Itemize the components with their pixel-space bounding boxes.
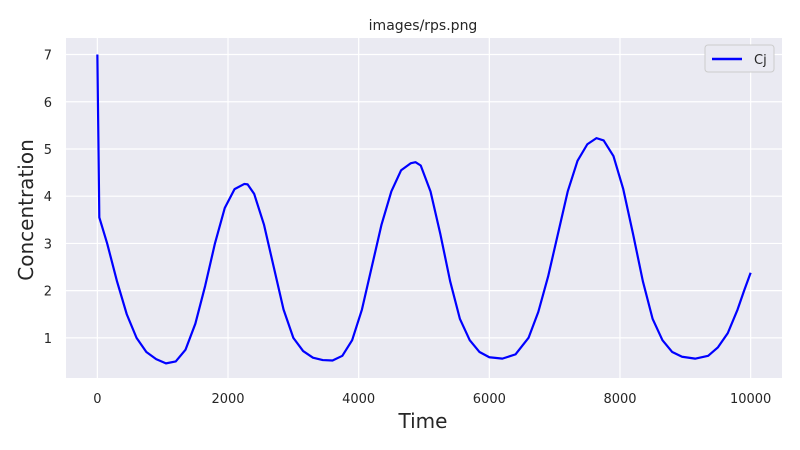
x-tick-label: 8000 (603, 392, 636, 407)
y-gridlines (66, 53, 782, 339)
x-tick-label: 0 (93, 392, 101, 407)
x-axis-label: Time (398, 409, 448, 433)
plot-area (66, 38, 782, 378)
x-tick-label: 6000 (473, 392, 506, 407)
y-tick-label: 4 (44, 190, 52, 205)
y-tick-label: 3 (44, 237, 52, 252)
y-axis-label: Concentration (14, 139, 38, 280)
y-tick-label: 7 (44, 49, 52, 64)
y-tick-labels: 1 2 3 4 5 6 7 (44, 49, 52, 347)
y-tick-label: 5 (44, 143, 52, 158)
legend: Cj (704, 44, 775, 73)
x-tick-labels: 0 2000 4000 6000 8000 10000 (93, 392, 771, 407)
series-line-cj (96, 54, 752, 365)
y-tick-label: 2 (44, 285, 52, 300)
y-tick-label: 1 (44, 332, 52, 347)
series-layer (96, 54, 752, 365)
y-tick-label: 6 (44, 96, 52, 111)
x-tick-label: 10000 (730, 392, 771, 407)
chart-title: images/rps.png (369, 18, 478, 34)
legend-label-cj: Cj (754, 53, 767, 68)
x-tick-label: 2000 (211, 392, 244, 407)
x-tick-label: 4000 (342, 392, 375, 407)
x-gridlines (96, 38, 752, 378)
